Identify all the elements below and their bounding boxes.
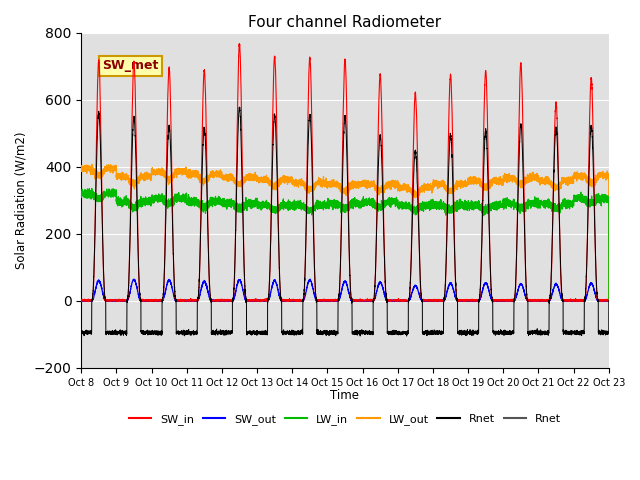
SW_in <box>418 297 426 303</box>
SW_in <box>493 298 500 304</box>
Rnet <box>493 331 500 337</box>
SW_in <box>236 41 243 47</box>
SW_out <box>307 276 314 282</box>
SW_out <box>493 298 500 304</box>
LW_out <box>605 298 612 304</box>
SW_in <box>275 242 283 248</box>
Rnet <box>184 328 192 334</box>
SW_in <box>603 298 611 304</box>
Line: SW_out: SW_out <box>81 279 609 301</box>
SW_in <box>184 298 192 304</box>
SW_out <box>190 298 198 304</box>
X-axis label: Time: Time <box>330 389 360 402</box>
SW_in <box>190 298 198 304</box>
SW_in <box>77 298 85 304</box>
Rnet <box>190 329 198 335</box>
Rnet <box>403 333 410 339</box>
LW_out <box>275 181 283 187</box>
SW_out <box>77 298 85 303</box>
LW_in <box>77 192 85 198</box>
SW_out <box>77 298 85 304</box>
LW_out <box>603 171 611 177</box>
LW_in <box>418 203 426 209</box>
SW_out <box>604 297 611 303</box>
Legend: SW_in, SW_out, LW_in, LW_out, Rnet, Rnet: SW_in, SW_out, LW_in, LW_out, Rnet, Rnet <box>125 409 565 429</box>
Rnet <box>275 243 283 249</box>
LW_in <box>88 186 95 192</box>
Line: LW_in: LW_in <box>81 189 609 301</box>
LW_in <box>493 201 500 206</box>
Rnet <box>236 104 243 110</box>
LW_in <box>605 298 612 304</box>
Rnet <box>418 297 426 303</box>
Text: SW_met: SW_met <box>102 60 159 72</box>
LW_out <box>190 170 198 176</box>
Line: SW_in: SW_in <box>81 44 609 301</box>
LW_in <box>603 200 611 205</box>
LW_in <box>190 198 198 204</box>
Line: LW_out: LW_out <box>81 164 609 301</box>
SW_out <box>418 297 426 303</box>
Y-axis label: Solar Radiation (W/m2): Solar Radiation (W/m2) <box>15 132 28 269</box>
Title: Four channel Radiometer: Four channel Radiometer <box>248 15 442 30</box>
Rnet <box>77 332 85 337</box>
LW_out <box>88 161 96 167</box>
SW_out <box>185 298 193 303</box>
Rnet <box>604 328 611 334</box>
LW_out <box>493 177 500 183</box>
Line: Rnet: Rnet <box>81 107 609 336</box>
LW_out <box>418 183 426 189</box>
Rnet <box>605 298 612 304</box>
SW_out <box>605 298 612 304</box>
SW_out <box>275 291 283 297</box>
LW_out <box>77 163 85 168</box>
SW_in <box>605 298 612 304</box>
LW_in <box>275 205 283 211</box>
LW_in <box>185 197 193 203</box>
LW_out <box>185 172 193 178</box>
